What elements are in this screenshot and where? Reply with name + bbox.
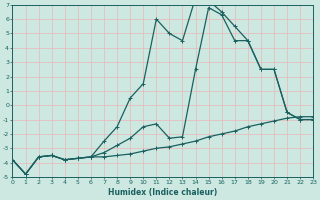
- X-axis label: Humidex (Indice chaleur): Humidex (Indice chaleur): [108, 188, 218, 197]
